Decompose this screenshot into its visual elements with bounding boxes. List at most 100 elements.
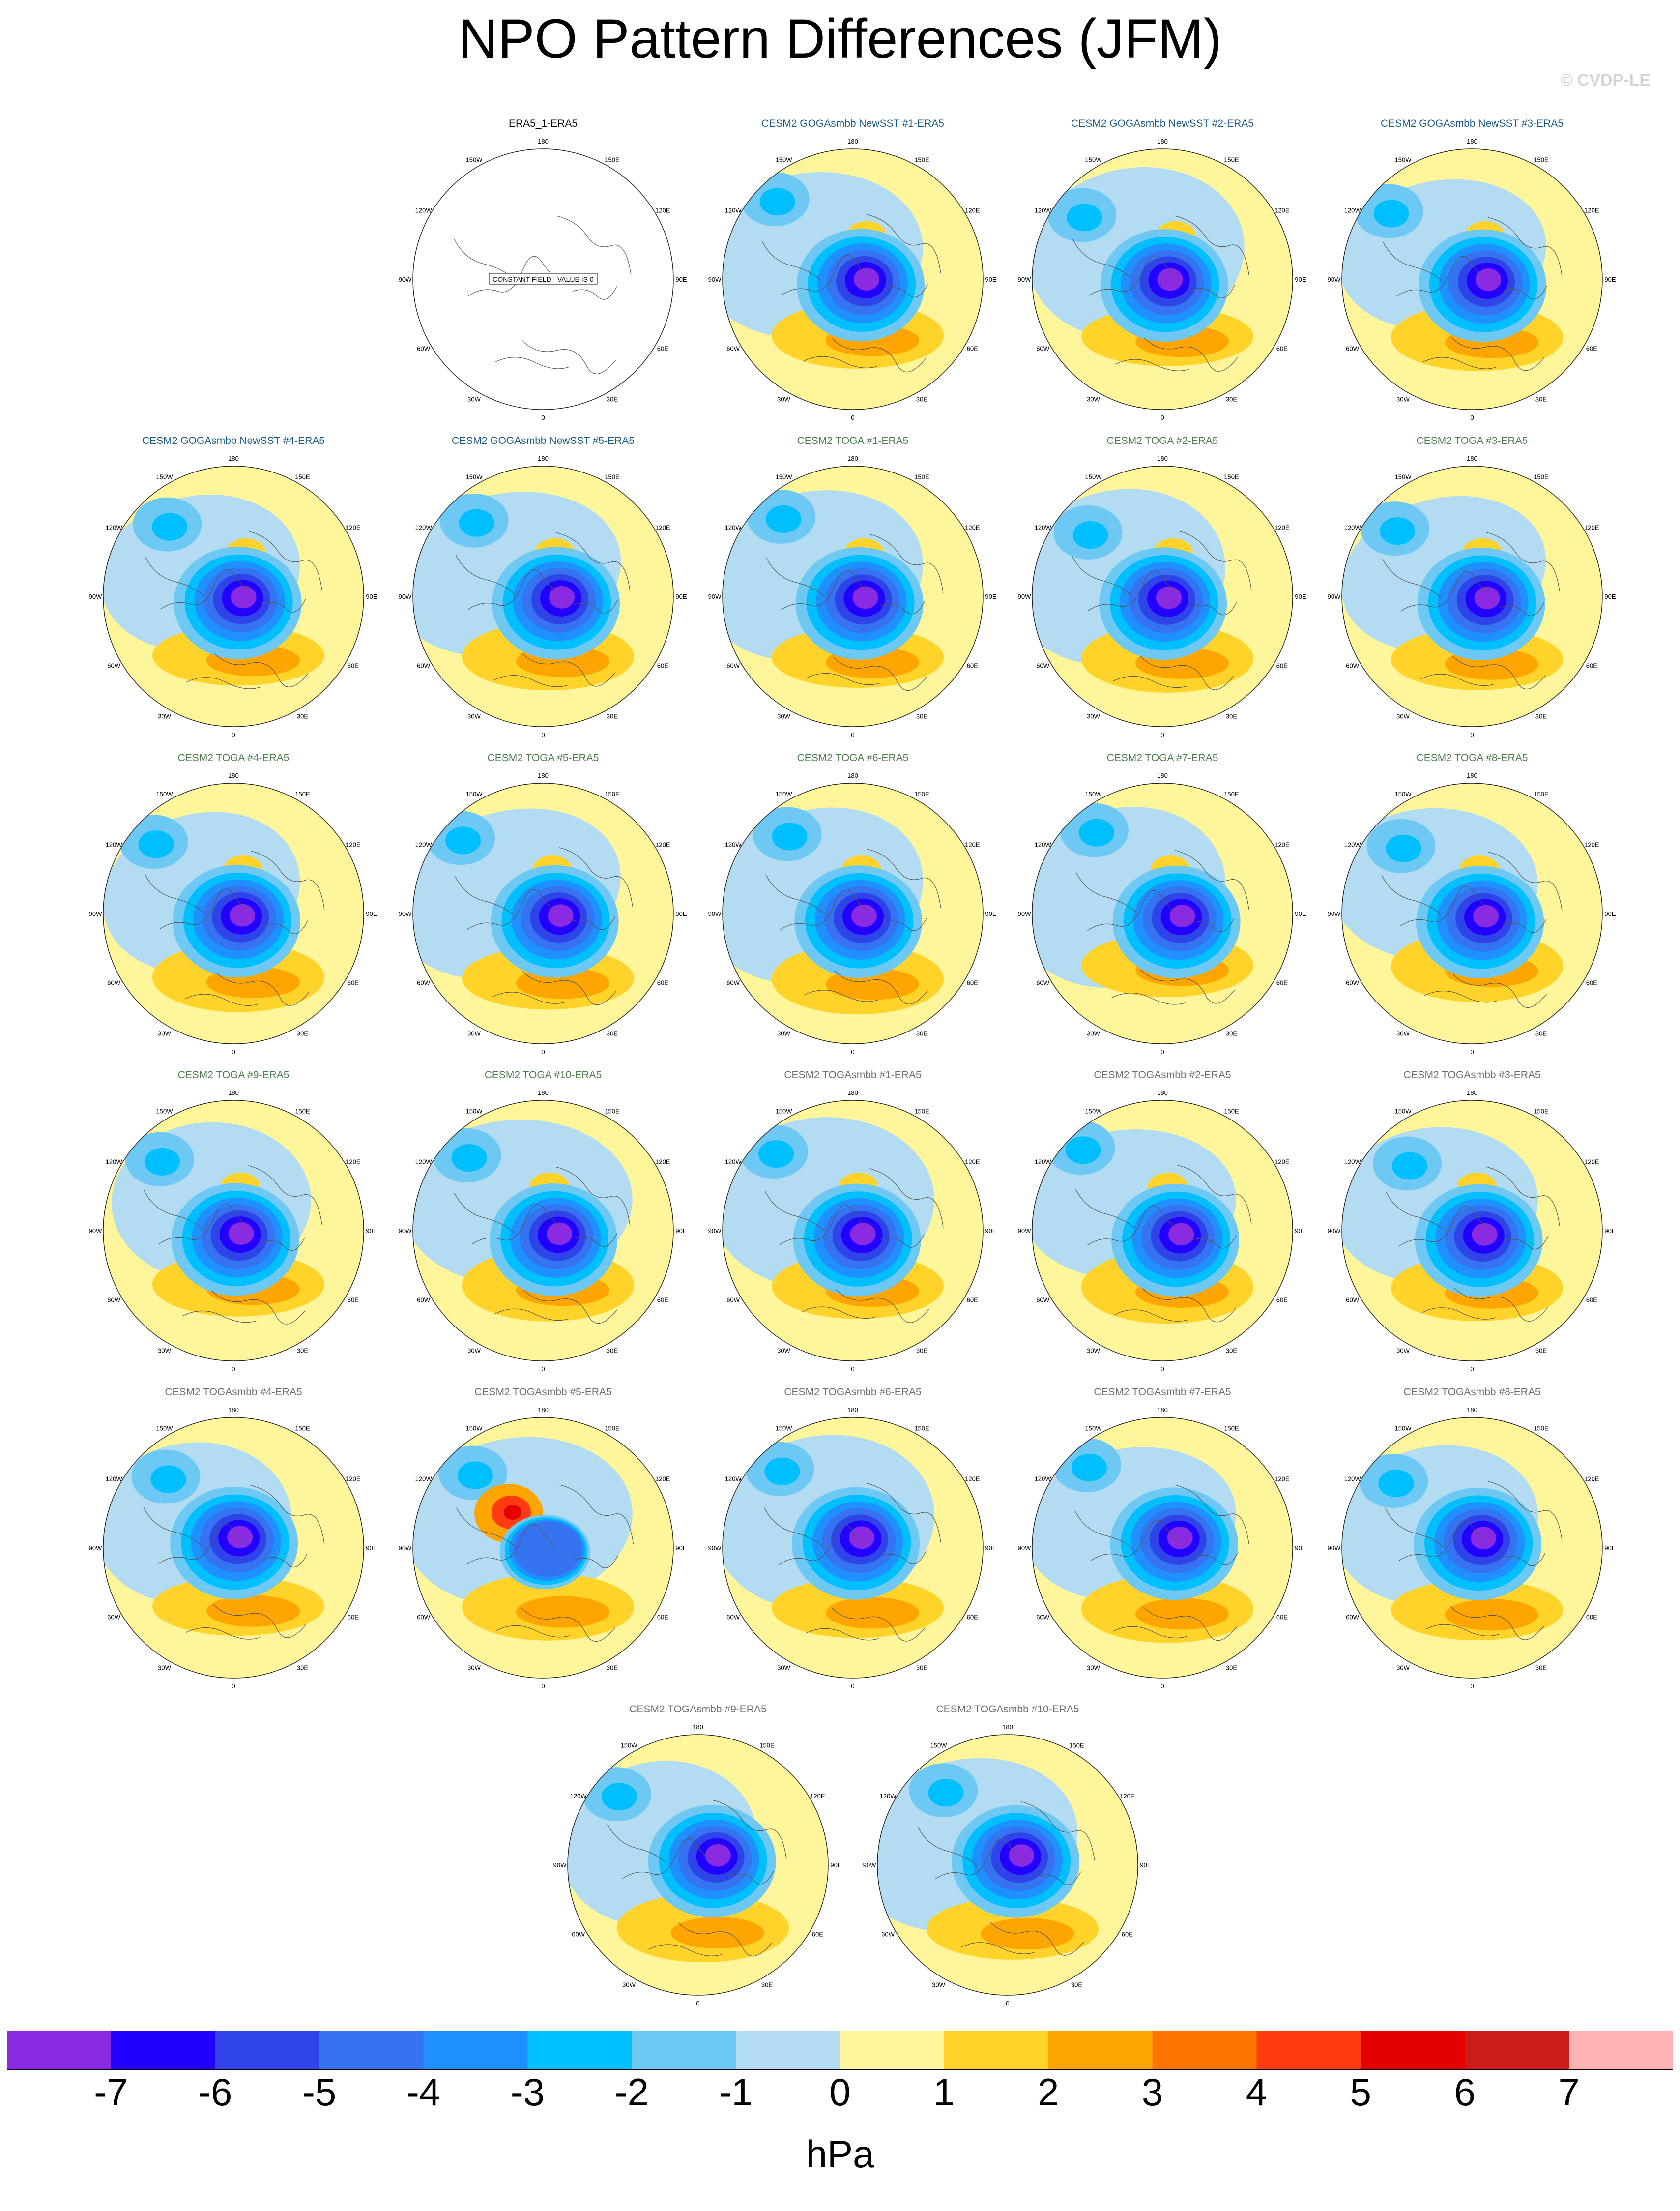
longitude-label: 120E — [655, 841, 670, 849]
longitude-label: 0 — [696, 2000, 699, 2007]
map-panel: CESM2 GOGAsmbb NewSST #1-ERA5 180 150E 120E… — [705, 118, 1000, 433]
longitude-label: 90E — [675, 593, 687, 600]
longitude-label: 180 — [1467, 455, 1477, 462]
map-outline — [1341, 1100, 1603, 1361]
map-outline — [722, 1100, 984, 1361]
longitude-label: 90E — [830, 1861, 841, 1869]
longitude-label: 90W — [399, 910, 412, 917]
coastlines — [145, 531, 322, 689]
contour-fill — [1168, 1223, 1194, 1246]
longitude-label: 30W — [1087, 1664, 1100, 1671]
panel-title: CESM2 TOGAsmbb #5-ERA5 — [474, 1386, 612, 1398]
map-panel: CESM2 TOGAsmbb #3-ERA5 180 150E 120E 90E 60E 3… — [1325, 1069, 1620, 1384]
longitude-label: 30W — [777, 1030, 790, 1037]
longitude-label: 180 — [1157, 772, 1168, 779]
constant-field-box — [489, 273, 598, 285]
longitude-label: 180 — [847, 1406, 858, 1414]
longitude-label: 90W — [708, 1227, 722, 1235]
longitude-label: 0 — [541, 414, 545, 421]
map-panel: CESM2 TOGA #3-ERA5 180 150E 120E 90E 60E 30E 0 3… — [1325, 435, 1620, 750]
longitude-label: 60W — [417, 979, 430, 987]
map-outline — [722, 148, 984, 410]
longitude-label: 90W — [1018, 593, 1031, 600]
coastlines — [1072, 530, 1252, 690]
contour-fill — [766, 505, 802, 533]
contour-fill — [227, 1526, 253, 1549]
longitude-label: 0 — [541, 1365, 545, 1373]
map-panel: CESM2 TOGA #8-ERA5 180 150E 120E 90E 60E 30E 0 3… — [1325, 752, 1620, 1067]
panel-title: CESM2 TOGAsmbb #6-ERA5 — [784, 1386, 922, 1398]
panel-title: CESM2 TOGAsmbb #3-ERA5 — [1403, 1069, 1541, 1081]
longitude-label: 120E — [346, 524, 361, 531]
contour-fill — [850, 1223, 876, 1245]
longitude-label: 90E — [985, 1227, 996, 1235]
map-outline — [412, 783, 674, 1044]
contour-fill — [1380, 517, 1416, 545]
map-outline — [722, 466, 984, 727]
panel-title: CESM2 TOGA #6-ERA5 — [797, 752, 909, 764]
longitude-label: 90W — [1328, 276, 1341, 283]
panel-title: CESM2 TOGAsmbb #8-ERA5 — [1403, 1386, 1541, 1398]
longitude-label: 30W — [777, 712, 790, 720]
longitude-label: 30E — [1535, 1664, 1547, 1671]
longitude-label: 60E — [657, 345, 668, 353]
contour-fill — [826, 1597, 919, 1629]
map-panel: CESM2 TOGAsmbb #10-ERA5 180 150E 120E 90E 60E… — [860, 1704, 1155, 2018]
longitude-label: 90E — [1295, 1544, 1306, 1552]
longitude-label: 150E — [1534, 791, 1549, 798]
longitude-label: 150E — [1534, 473, 1549, 481]
colorbar-swatch — [736, 2031, 840, 2070]
longitude-label: 120E — [1274, 207, 1290, 214]
colorbar-tick-label: 5 — [1350, 2070, 1372, 2114]
figure-title: NPO Pattern Differences (JFM) — [458, 8, 1222, 69]
longitude-label: 120W — [725, 841, 742, 849]
longitude-label: 30E — [1535, 1030, 1547, 1037]
longitude-label: 120E — [965, 524, 980, 531]
contour-fill — [981, 1918, 1074, 1950]
contour-fill — [138, 830, 174, 858]
coastlines — [456, 1484, 634, 1642]
coastlines — [765, 849, 941, 1004]
map-panel: CESM2 TOGAsmbb #8-ERA5 180 150E 120E 90E 60E 3… — [1325, 1386, 1620, 1701]
contour-fill — [764, 1457, 800, 1485]
longitude-label: 60W — [1036, 345, 1049, 353]
longitude-label: 60E — [657, 662, 668, 670]
longitude-label: 120W — [415, 207, 433, 214]
longitude-label: 150E — [1224, 1425, 1239, 1432]
longitude-label: 90W — [89, 1227, 102, 1235]
longitude-label: 60E — [1586, 979, 1597, 987]
longitude-label: 60W — [417, 345, 430, 353]
contour-fill — [1072, 521, 1108, 549]
contour-fill — [1157, 268, 1183, 291]
longitude-label: 90E — [1295, 593, 1306, 600]
longitude-label: 60E — [967, 345, 978, 353]
longitude-label: 30W — [158, 1664, 171, 1671]
map-panel: CESM2 TOGAsmbb #4-ERA5 180 150E 120E 90E 60E 3… — [86, 1386, 381, 1701]
longitude-label: 150E — [1224, 156, 1239, 164]
longitude-label: 150W — [466, 156, 483, 164]
map-panel: CESM2 TOGA #1-ERA5 180 150E 120E 90E 60E 30E 0 3… — [705, 435, 1000, 750]
longitude-label: 150E — [605, 1108, 620, 1115]
longitude-label: 60W — [1036, 979, 1049, 987]
longitude-label: 30E — [1535, 712, 1547, 720]
longitude-label: 120W — [725, 1158, 742, 1166]
coastlines — [144, 1165, 322, 1325]
polar-map: 180 150E 120E 90E 60E 30E 0 30W 60W 90W 120W 150W — [89, 1406, 377, 1690]
map-outline — [1032, 466, 1293, 727]
longitude-label: 120E — [655, 1475, 670, 1483]
contour-fill — [206, 1595, 300, 1627]
contour-fill — [548, 904, 574, 927]
longitude-label: 60E — [1276, 1614, 1288, 1621]
longitude-label: 150E — [605, 1425, 620, 1432]
longitude-label: 120W — [1344, 1158, 1361, 1166]
contour-fill — [1065, 1136, 1101, 1164]
longitude-label: 30W — [932, 1981, 945, 1988]
longitude-label: 150E — [295, 473, 310, 481]
longitude-label: 90W — [863, 1861, 876, 1869]
longitude-label: 60E — [657, 979, 668, 987]
panel-title: CESM2 GOGAsmbb NewSST #5-ERA5 — [452, 435, 635, 446]
longitude-label: 0 — [851, 414, 854, 421]
longitude-label: 90W — [1328, 593, 1341, 600]
longitude-label: 180 — [693, 1723, 703, 1731]
longitude-label: 30E — [607, 712, 618, 720]
